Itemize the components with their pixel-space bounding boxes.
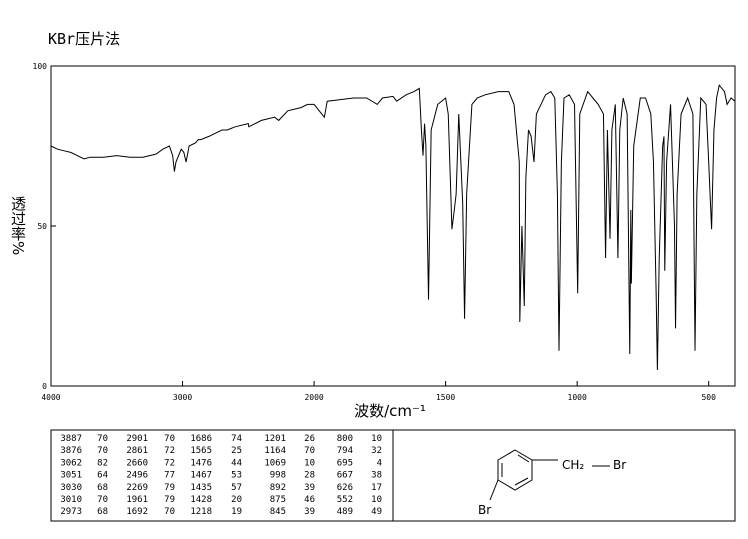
x-tick-label: 1000 (568, 393, 587, 402)
table-cell: 49 (371, 507, 382, 517)
table-cell: 1467 (190, 471, 212, 481)
table-cell: 68 (97, 507, 108, 517)
table-cell: 3010 (60, 495, 82, 505)
table-cell: 2660 (126, 458, 148, 468)
double-bond (514, 477, 529, 486)
table-cell: 70 (97, 495, 108, 505)
table-cell: 25 (231, 446, 242, 456)
x-tick-label: 500 (701, 393, 716, 402)
table-cell: 70 (97, 446, 108, 456)
y-tick-label: 50 (37, 222, 47, 231)
table-cell: 3887 (60, 434, 82, 444)
atom-label: Br (478, 503, 491, 517)
table-cell: 845 (270, 507, 286, 517)
table-cell: 794 (337, 446, 353, 456)
table-cell: 64 (97, 471, 108, 481)
table-cell: 695 (337, 458, 353, 468)
table-cell: 79 (164, 495, 175, 505)
table-cell: 667 (337, 471, 353, 481)
double-bond (517, 454, 530, 463)
table-cell: 39 (304, 507, 315, 517)
table-cell: 79 (164, 483, 175, 493)
table-cell: 10 (304, 458, 315, 468)
x-tick-label: 2000 (304, 393, 323, 402)
table-cell: 3062 (60, 458, 82, 468)
table-cell: 1692 (126, 507, 148, 517)
y-tick-label: 0 (42, 382, 47, 391)
table-cell: 1961 (126, 495, 148, 505)
title: KBr压片法 (48, 30, 120, 48)
table-cell: 39 (304, 483, 315, 493)
table-cell: 1476 (190, 458, 212, 468)
table-cell: 1069 (264, 458, 286, 468)
y-axis-label: 透过率% (9, 196, 27, 255)
table-cell: 1201 (264, 434, 286, 444)
table-cell: 10 (371, 495, 382, 505)
table-cell: 70 (97, 434, 108, 444)
x-tick-label: 1500 (436, 393, 455, 402)
table-cell: 800 (337, 434, 353, 444)
spectrum-line (50, 84, 736, 371)
table-cell: 57 (231, 483, 242, 493)
table-cell: 70 (164, 434, 175, 444)
table-cell: 70 (164, 507, 175, 517)
x-tick-label: 3000 (173, 393, 192, 402)
atom-label: CH₂ (562, 458, 584, 472)
table-cell: 1218 (190, 507, 212, 517)
table-cell: 875 (270, 495, 286, 505)
table-cell: 3030 (60, 483, 82, 493)
table-cell: 68 (97, 483, 108, 493)
table-cell: 552 (337, 495, 353, 505)
table-cell: 82 (97, 458, 108, 468)
molecule (489, 449, 610, 501)
benzene-ring (497, 449, 533, 491)
table-cell: 20 (231, 495, 242, 505)
atom-label: Br (613, 458, 626, 472)
table-cell: 17 (371, 483, 382, 493)
table-cell: 38 (371, 471, 382, 481)
table-cell: 72 (164, 446, 175, 456)
table-cell: 3876 (60, 446, 82, 456)
table-cell: 44 (231, 458, 242, 468)
table-cell: 1435 (190, 483, 212, 493)
table-cell: 74 (231, 434, 242, 444)
table-cell: 1164 (264, 446, 286, 456)
table-cell: 1565 (190, 446, 212, 456)
table-cell: 626 (337, 483, 353, 493)
table-cell: 998 (270, 471, 286, 481)
table-cell: 1686 (190, 434, 212, 444)
table-cell: 72 (164, 458, 175, 468)
table-cell: 10 (371, 434, 382, 444)
table-cell: 77 (164, 471, 175, 481)
x-axis-label: 波数/cm⁻¹ (354, 402, 426, 420)
bond (489, 479, 499, 501)
table-cell: 53 (231, 471, 242, 481)
x-tick-label: 4000 (41, 393, 60, 402)
table-cell: 70 (304, 446, 315, 456)
table-cell: 32 (371, 446, 382, 456)
table-cell: 2496 (126, 471, 148, 481)
table-cell: 2973 (60, 507, 82, 517)
table-cell: 2901 (126, 434, 148, 444)
table-cell: 2861 (126, 446, 148, 456)
y-tick-label: 100 (33, 62, 48, 71)
table-cell: 28 (304, 471, 315, 481)
table-cell: 26 (304, 434, 315, 444)
table-cell: 892 (270, 483, 286, 493)
table-cell: 2269 (126, 483, 148, 493)
table-cell: 1428 (190, 495, 212, 505)
table-cell: 46 (304, 495, 315, 505)
table-cell: 3051 (60, 471, 82, 481)
table-cell: 19 (231, 507, 242, 517)
table-cell: 4 (377, 458, 382, 468)
table-cell: 489 (337, 507, 353, 517)
